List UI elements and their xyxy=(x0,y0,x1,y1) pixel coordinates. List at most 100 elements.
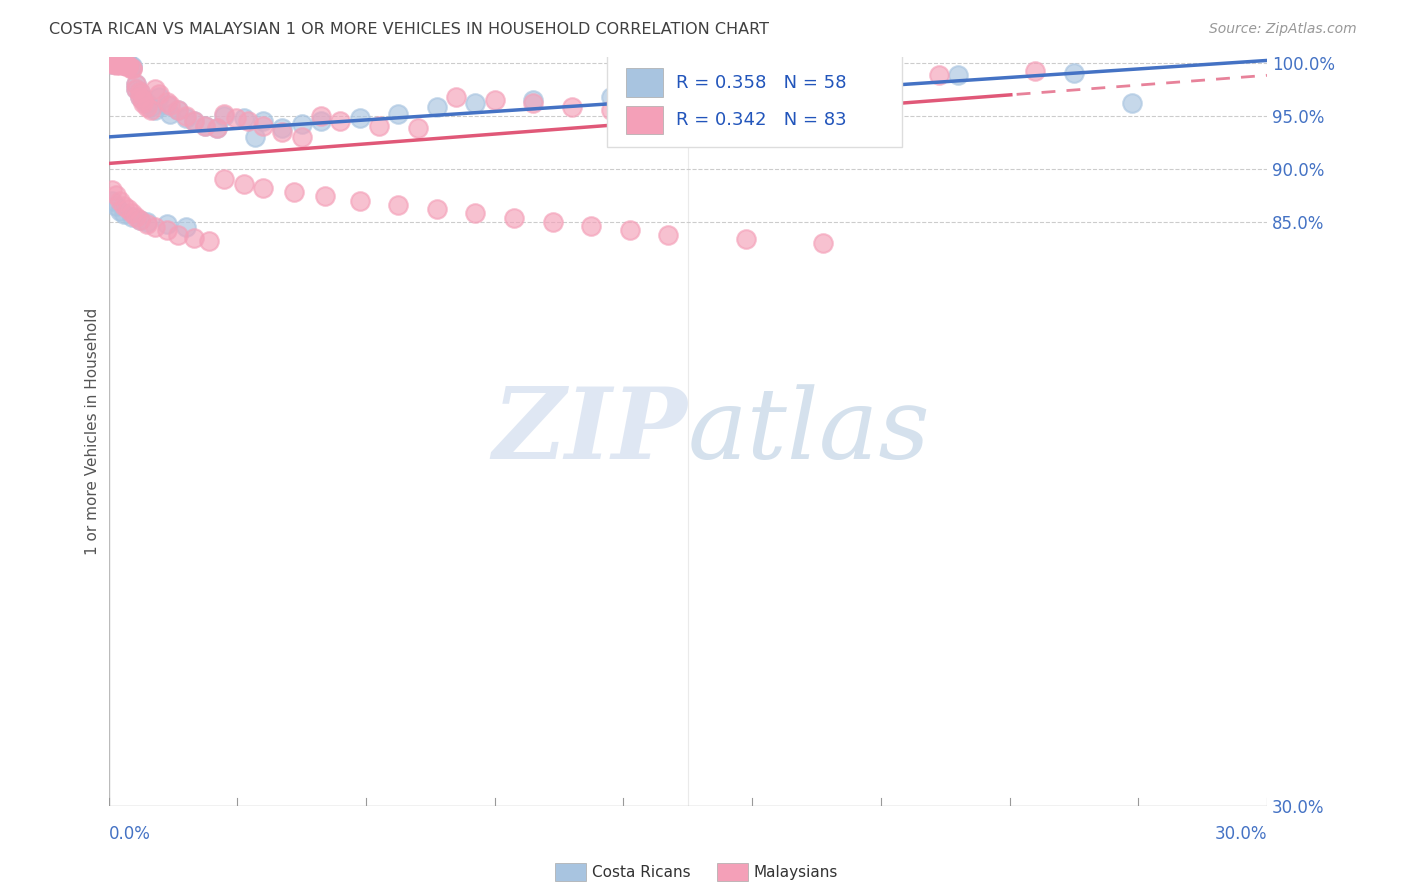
Text: Costa Ricans: Costa Ricans xyxy=(592,865,690,880)
Point xyxy=(121,59,143,73)
Point xyxy=(1121,95,1143,110)
Point xyxy=(426,202,449,216)
Point xyxy=(387,198,409,212)
Point xyxy=(117,60,139,74)
Point xyxy=(225,111,247,125)
Point xyxy=(406,121,429,136)
Point xyxy=(105,199,128,213)
Text: ZIP: ZIP xyxy=(492,384,688,480)
Point xyxy=(773,75,796,89)
Point xyxy=(657,227,679,242)
Point xyxy=(245,129,267,144)
Point xyxy=(271,125,294,139)
Point xyxy=(159,98,181,112)
Point xyxy=(124,77,146,91)
Text: Malaysians: Malaysians xyxy=(754,865,838,880)
Point xyxy=(349,194,371,208)
Point xyxy=(444,89,467,103)
Point xyxy=(139,103,162,118)
Point xyxy=(194,120,217,134)
Point xyxy=(124,82,146,96)
Point xyxy=(110,56,132,70)
Point xyxy=(124,210,146,224)
Point xyxy=(464,206,486,220)
Point xyxy=(128,212,150,227)
Point xyxy=(136,215,159,229)
Point xyxy=(101,56,124,70)
Point xyxy=(128,85,150,99)
Point xyxy=(110,58,132,72)
Point xyxy=(599,103,621,118)
Point xyxy=(167,103,190,118)
Point xyxy=(112,56,135,70)
Point xyxy=(143,103,166,118)
Point xyxy=(367,120,389,134)
Point xyxy=(112,207,135,221)
Text: R = 0.342   N = 83: R = 0.342 N = 83 xyxy=(676,112,846,129)
Point xyxy=(283,185,305,199)
Point xyxy=(136,100,159,114)
Point xyxy=(110,194,132,208)
Point xyxy=(117,58,139,72)
Point xyxy=(232,177,254,191)
Point xyxy=(139,100,162,114)
Point xyxy=(128,89,150,103)
Point xyxy=(148,89,170,103)
Point xyxy=(696,85,718,99)
Point xyxy=(143,220,166,235)
Point xyxy=(309,109,332,123)
Point xyxy=(143,82,166,96)
Point xyxy=(132,95,155,110)
Point xyxy=(174,111,197,125)
Point xyxy=(155,217,177,231)
Point xyxy=(121,206,143,220)
Point xyxy=(183,114,205,128)
Point xyxy=(205,121,228,136)
Point xyxy=(167,103,190,118)
Point xyxy=(946,68,969,82)
Bar xyxy=(627,106,664,135)
Point xyxy=(214,106,236,120)
Point xyxy=(121,60,143,74)
Point xyxy=(155,98,177,112)
Text: 0.0%: 0.0% xyxy=(108,825,150,843)
Point xyxy=(105,188,128,202)
Point xyxy=(198,234,221,248)
Point xyxy=(167,227,190,242)
Point xyxy=(174,220,197,235)
Point xyxy=(851,71,873,86)
Point xyxy=(155,223,177,237)
Point xyxy=(124,82,146,96)
Point xyxy=(117,202,139,216)
Point xyxy=(1024,64,1046,78)
Point xyxy=(117,58,139,72)
Point xyxy=(105,56,128,70)
Bar xyxy=(627,69,664,97)
Point xyxy=(252,120,274,134)
Point xyxy=(252,114,274,128)
Point xyxy=(183,114,205,128)
Point xyxy=(329,114,352,128)
Point xyxy=(112,56,135,70)
Point xyxy=(128,89,150,103)
Point xyxy=(105,55,128,70)
Point xyxy=(132,93,155,107)
Point xyxy=(869,71,891,86)
Point xyxy=(136,95,159,110)
Point xyxy=(132,93,155,107)
Point xyxy=(581,219,603,233)
Point xyxy=(214,109,236,123)
Point xyxy=(271,121,294,136)
Point xyxy=(105,58,128,72)
Point xyxy=(112,58,135,72)
Point xyxy=(291,129,314,144)
Point xyxy=(101,194,124,208)
Point xyxy=(561,100,583,114)
Point xyxy=(101,183,124,197)
Point xyxy=(349,111,371,125)
Text: Source: ZipAtlas.com: Source: ZipAtlas.com xyxy=(1209,22,1357,37)
Point xyxy=(136,217,159,231)
Point xyxy=(236,114,259,128)
Point xyxy=(811,236,834,251)
Point xyxy=(194,120,217,134)
